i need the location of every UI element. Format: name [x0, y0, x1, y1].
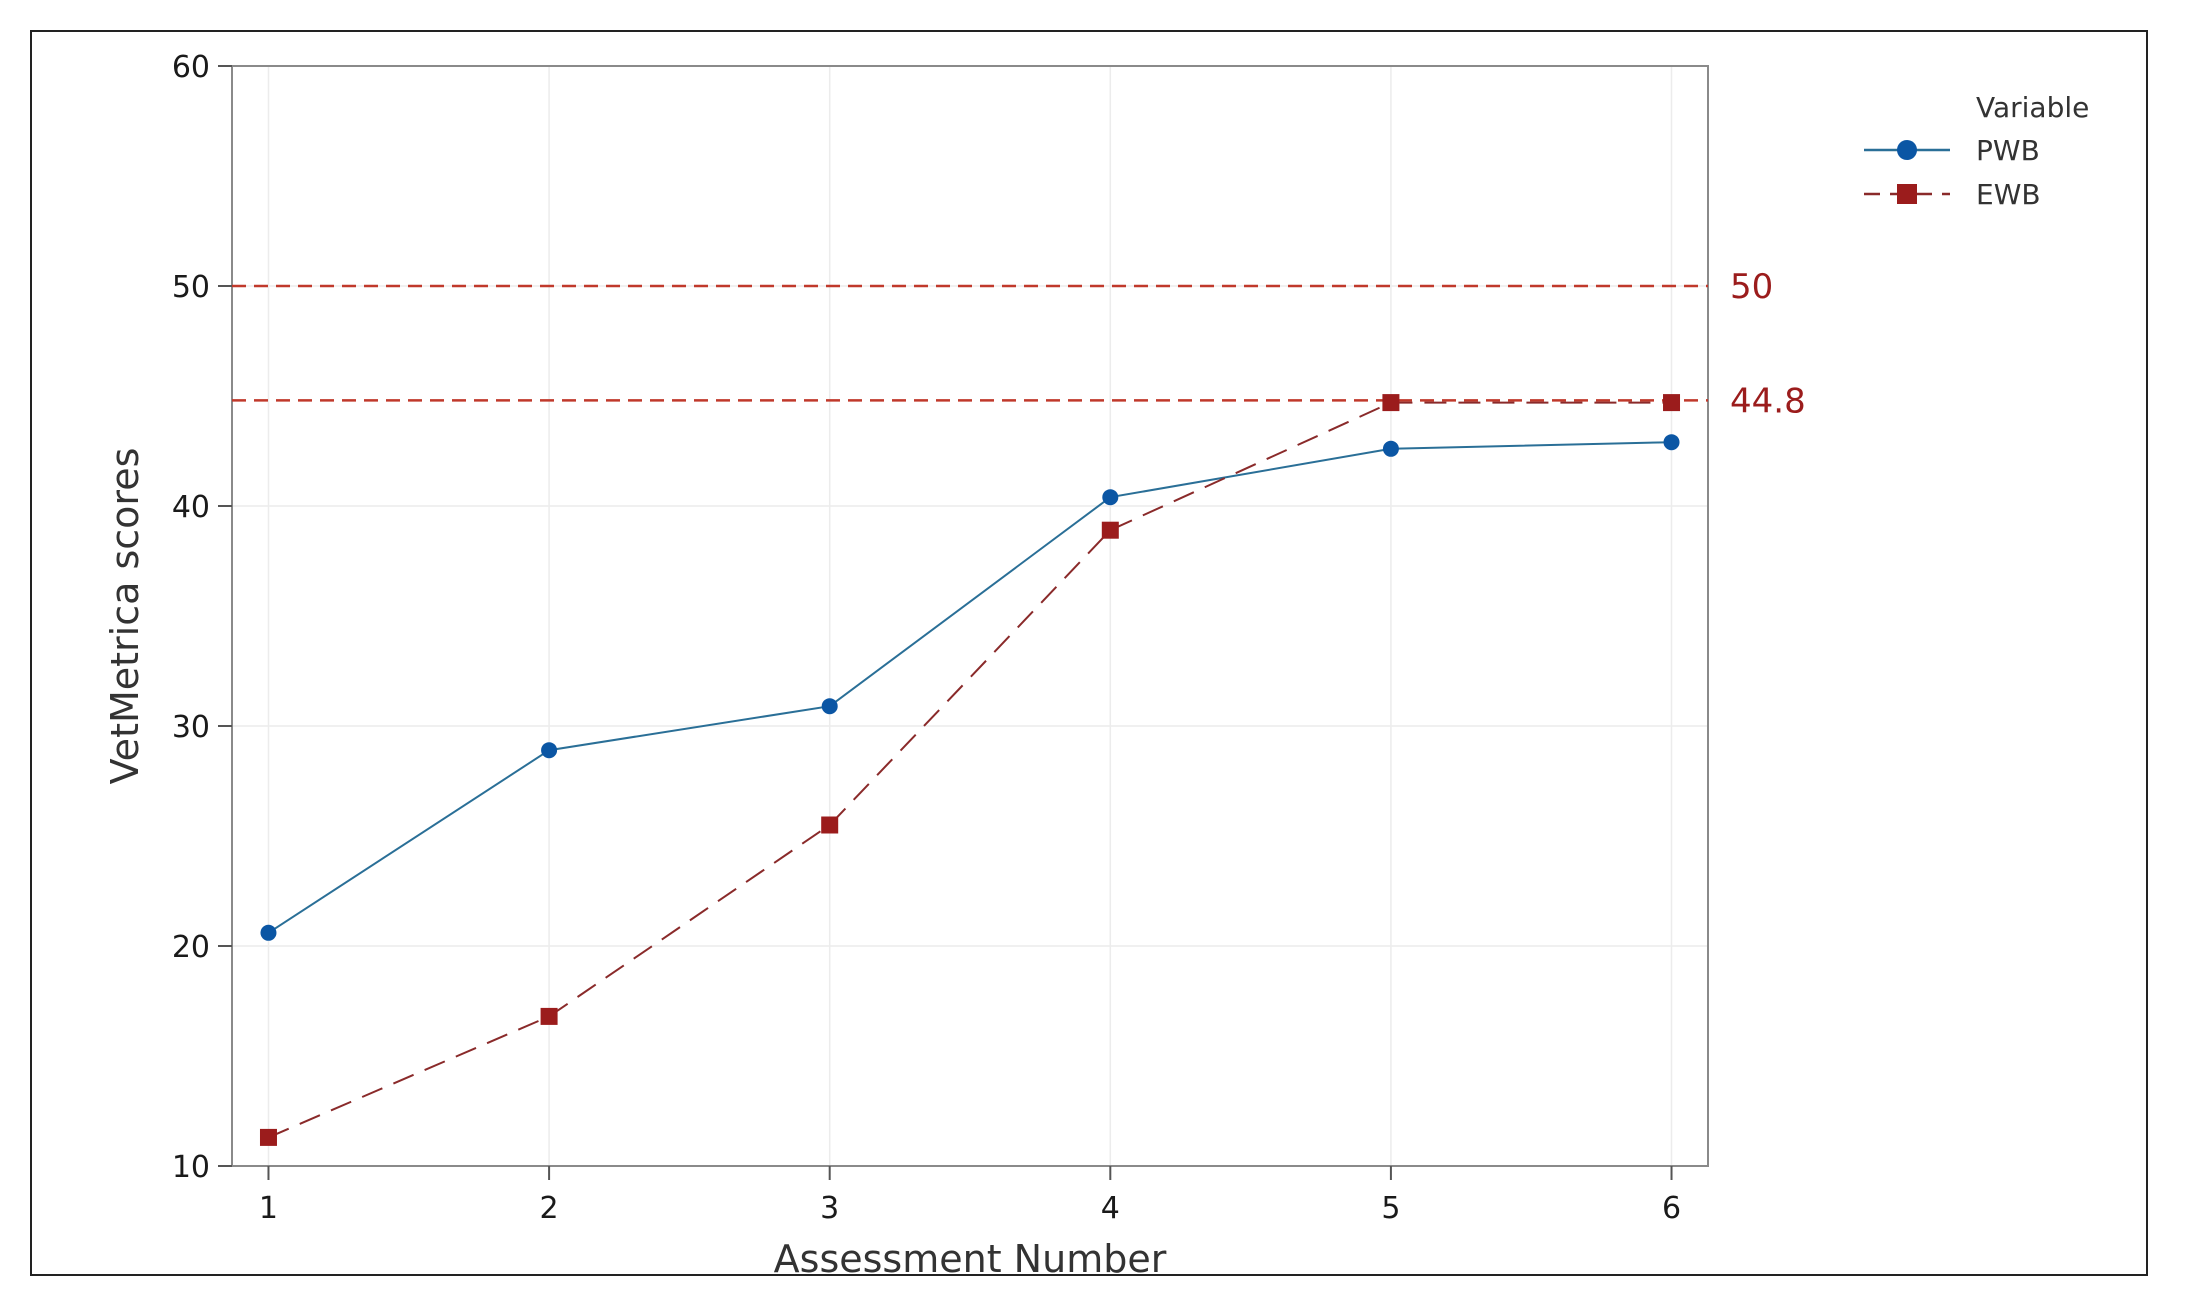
y-axis-title: VetMetrica scores — [103, 448, 147, 785]
reference-line-label: 50 — [1730, 267, 1773, 307]
legend-label-ewb: EWB — [1976, 178, 2041, 211]
data-point-pwb — [260, 924, 277, 941]
y-tick-label: 30 — [172, 710, 210, 745]
data-point-ewb — [1382, 394, 1400, 412]
y-tick-label: 40 — [172, 490, 210, 525]
series-line-ewb — [268, 401, 1672, 1139]
axes: 10 20 30 40 50 60 1 2 3 4 5 6 — [172, 50, 1681, 1226]
chart-frame — [30, 30, 2148, 1276]
x-tick-label: 6 — [1662, 1191, 1681, 1226]
data-point-ewb — [540, 1007, 558, 1025]
data-point-pwb — [1663, 434, 1680, 451]
x-axis-title: Assessment Number — [774, 1237, 1167, 1281]
data-point-ewb — [821, 816, 839, 834]
x-tick-label: 3 — [820, 1191, 839, 1226]
y-tick-label: 10 — [172, 1150, 210, 1185]
reference-lines: 50 44.8 — [232, 267, 1806, 421]
series-line-pwb — [267, 441, 1672, 934]
y-tick-label: 50 — [172, 270, 210, 305]
y-tick-label: 60 — [172, 50, 210, 85]
x-tick-label: 5 — [1381, 1191, 1400, 1226]
legend-label-pwb: PWB — [1976, 134, 2040, 167]
x-tick-label: 1 — [259, 1191, 278, 1226]
gridlines — [232, 65, 1708, 1167]
x-tick-label: 4 — [1101, 1191, 1120, 1226]
data-point-ewb — [259, 1128, 277, 1146]
data-point-ewb — [1101, 521, 1119, 539]
legend-marker-ewb — [1897, 184, 1917, 204]
legend-title: Variable — [1976, 91, 2089, 124]
data-point-pwb — [1102, 489, 1119, 506]
data-point-pwb — [541, 742, 558, 759]
series — [259, 394, 1681, 1146]
legend-marker-pwb — [1897, 140, 1917, 160]
plot-area — [231, 65, 1709, 1167]
data-point-pwb — [1382, 440, 1399, 457]
data-point-pwb — [821, 698, 838, 715]
data-point-ewb — [1663, 394, 1681, 412]
x-tick-label: 2 — [540, 1191, 559, 1226]
reference-line-label: 44.8 — [1730, 381, 1806, 421]
legend: Variable PWB EWB — [1864, 91, 2089, 211]
y-tick-label: 20 — [172, 930, 210, 965]
